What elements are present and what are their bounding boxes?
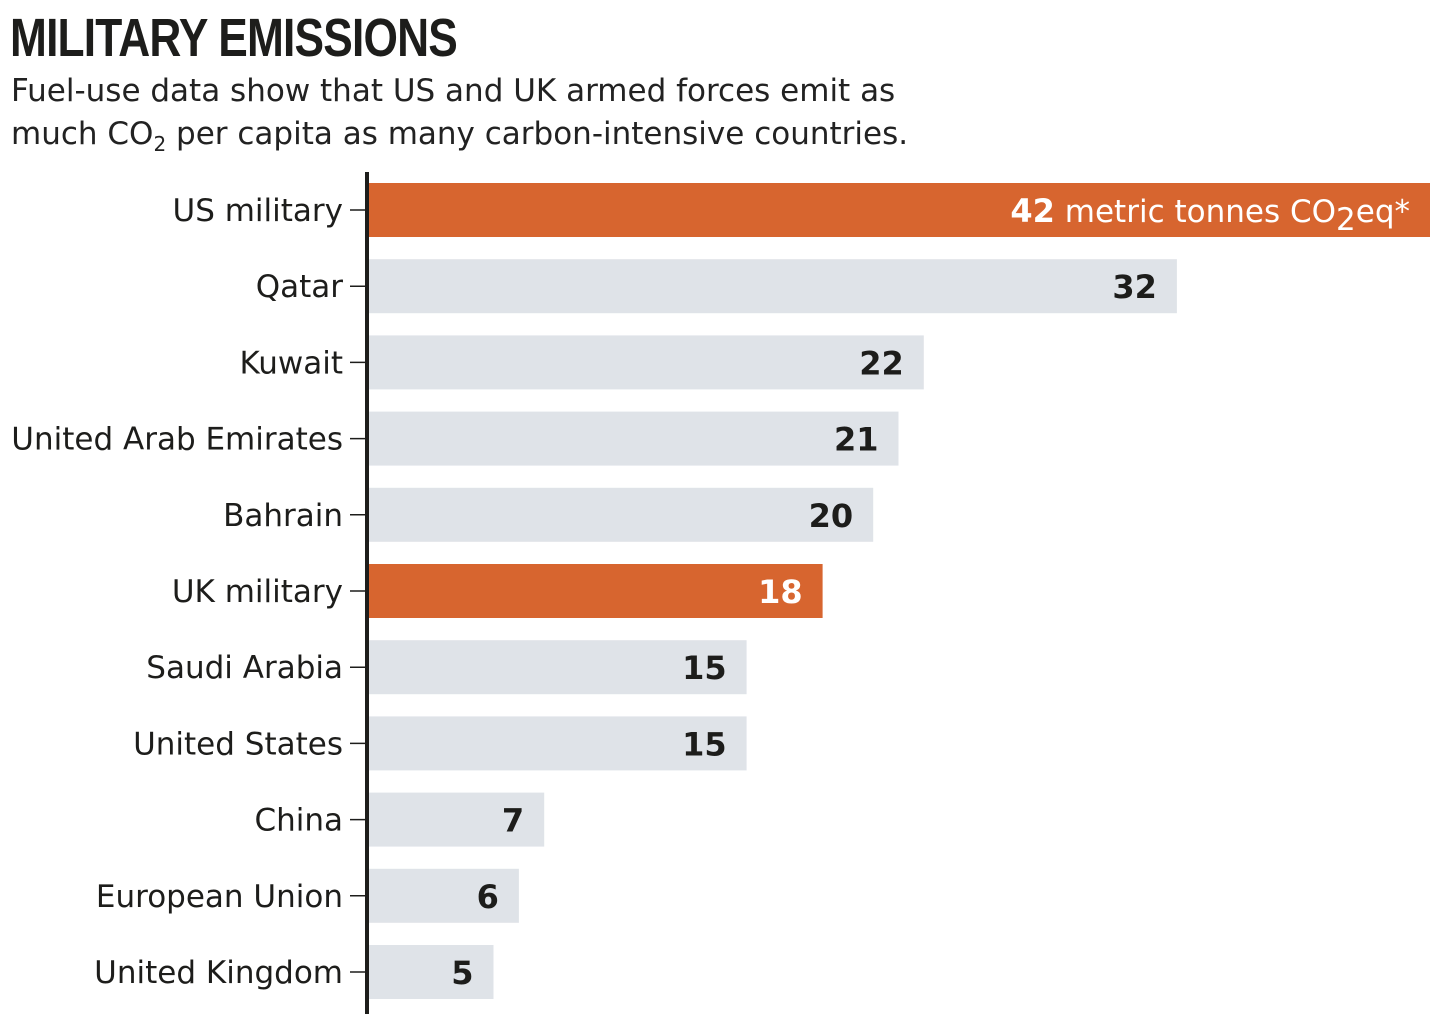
bar-us-military (367, 183, 1430, 237)
value-number-qatar: 32 (1112, 268, 1157, 306)
subtitle-line-2-start: much CO (11, 116, 154, 152)
value-label-european-union: 6 (477, 878, 499, 916)
bar-united-states (367, 716, 747, 771)
value-number-european-union: 6 (477, 878, 499, 916)
value-label-qatar: 32 (1112, 268, 1157, 306)
value-label-us-military: 42 metric tonnes CO2eq* (1010, 192, 1410, 238)
value-number-us-military: 42 (1010, 192, 1055, 230)
category-label-united-arab-emirates: United Arab Emirates (11, 422, 343, 458)
value-number-kuwait: 22 (859, 344, 904, 382)
category-label-qatar: Qatar (256, 269, 344, 305)
ticks-group (350, 209, 367, 973)
subtitle-line-2: much CO2 per capita as many carbon-inten… (11, 113, 1011, 166)
value-number-saudi-arabia: 15 (682, 649, 727, 687)
unit-label-start: metric tonnes CO (1055, 194, 1336, 230)
bar-saudi-arabia (367, 640, 747, 695)
bar-qatar (367, 259, 1177, 314)
category-label-uk-military: UK military (172, 574, 343, 610)
category-label-saudi-arabia: Saudi Arabia (146, 650, 343, 686)
subtitle-line-1: Fuel-use data show that US and UK armed … (11, 73, 896, 109)
value-number-united-kingdom: 5 (451, 954, 473, 992)
value-label-kuwait: 22 (859, 344, 904, 382)
bar-european-union (367, 868, 519, 923)
bar-uk-military (367, 564, 823, 618)
value-label-china: 7 (502, 802, 524, 840)
chart-subtitle: Fuel-use data show that US and UK armed … (11, 70, 1011, 166)
value-label-uk-military: 18 (758, 573, 803, 611)
value-label-united-arab-emirates: 21 (834, 421, 879, 459)
value-label-saudi-arabia: 15 (682, 649, 727, 687)
category-label-china: China (254, 803, 343, 839)
category-labels-group: US military Qatar Kuwait United Arab Emirat… (11, 193, 343, 991)
value-number-bahrain: 20 (809, 497, 854, 535)
value-number-uk-military: 18 (758, 573, 803, 611)
category-label-european-union: European Union (96, 879, 343, 915)
subtitle-line-2-end: per capita as many carbon-intensive coun… (166, 116, 909, 152)
bar-united-kingdom (367, 945, 494, 999)
value-number-china: 7 (502, 802, 524, 840)
category-label-united-states: United States (133, 726, 343, 762)
category-label-kuwait: Kuwait (239, 345, 343, 381)
value-number-united-states: 15 (682, 725, 727, 763)
unit-label-subscript: 2 (1336, 202, 1356, 238)
category-label-united-kingdom: United Kingdom (94, 955, 343, 991)
category-label-us-military: US military (173, 193, 344, 229)
bar-kuwait (367, 335, 924, 390)
subtitle-subscript: 2 (153, 132, 167, 157)
value-label-united-states: 15 (682, 725, 727, 763)
value-number-united-arab-emirates: 21 (834, 421, 879, 459)
bar-china (367, 792, 545, 847)
bar-bahrain (367, 487, 874, 542)
category-label-bahrain: Bahrain (223, 498, 343, 534)
bars-group (367, 183, 1430, 999)
bar-united-arab-emirates (367, 411, 899, 466)
value-label-united-kingdom: 5 (451, 954, 473, 992)
chart-title: MILITARY EMISSIONS (10, 8, 458, 68)
value-label-bahrain: 20 (809, 497, 854, 535)
unit-label-end: eq* (1356, 194, 1410, 230)
